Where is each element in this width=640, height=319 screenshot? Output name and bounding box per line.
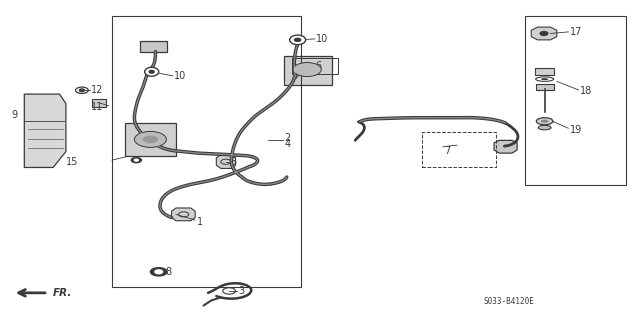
Text: 11: 11 (91, 102, 103, 112)
Text: S033-B4120E: S033-B4120E (483, 297, 534, 306)
Ellipse shape (290, 35, 306, 45)
Bar (112, 16, 301, 287)
Polygon shape (531, 27, 557, 40)
Bar (525, 16, 626, 185)
Text: 5: 5 (230, 157, 237, 167)
Text: 6: 6 (316, 61, 322, 71)
Text: 15: 15 (66, 157, 78, 167)
Bar (422, 132, 496, 167)
Text: 2: 2 (284, 133, 291, 143)
Polygon shape (494, 140, 517, 153)
Text: 17: 17 (570, 27, 582, 37)
Polygon shape (216, 155, 236, 168)
Bar (292, 58, 338, 74)
FancyBboxPatch shape (125, 123, 176, 156)
Text: 10: 10 (174, 71, 186, 81)
Text: FR.: FR. (52, 288, 72, 298)
Text: 9: 9 (12, 110, 18, 121)
Ellipse shape (538, 125, 551, 130)
Circle shape (134, 131, 166, 147)
Ellipse shape (294, 38, 301, 42)
Circle shape (150, 268, 167, 276)
Ellipse shape (541, 78, 548, 80)
Polygon shape (24, 94, 66, 167)
Circle shape (143, 136, 158, 143)
Text: 8: 8 (165, 267, 172, 277)
Circle shape (540, 32, 548, 35)
Ellipse shape (536, 77, 554, 81)
FancyBboxPatch shape (284, 56, 332, 85)
Text: 18: 18 (580, 86, 592, 96)
FancyBboxPatch shape (535, 68, 554, 75)
Circle shape (155, 270, 163, 274)
Circle shape (293, 63, 321, 77)
Ellipse shape (148, 70, 155, 74)
Text: 4: 4 (284, 139, 291, 149)
Text: 3: 3 (239, 286, 245, 296)
Text: 7: 7 (444, 146, 451, 156)
Polygon shape (92, 99, 106, 107)
Ellipse shape (536, 118, 553, 125)
Circle shape (134, 159, 138, 161)
Circle shape (79, 89, 84, 92)
Polygon shape (172, 208, 195, 221)
Ellipse shape (541, 120, 548, 123)
Text: 19: 19 (570, 125, 582, 135)
Circle shape (131, 158, 141, 163)
FancyBboxPatch shape (536, 84, 554, 90)
Text: 1: 1 (197, 217, 204, 227)
Text: 10: 10 (316, 34, 328, 44)
FancyBboxPatch shape (140, 41, 167, 52)
Ellipse shape (145, 67, 159, 76)
Text: 12: 12 (91, 85, 103, 95)
